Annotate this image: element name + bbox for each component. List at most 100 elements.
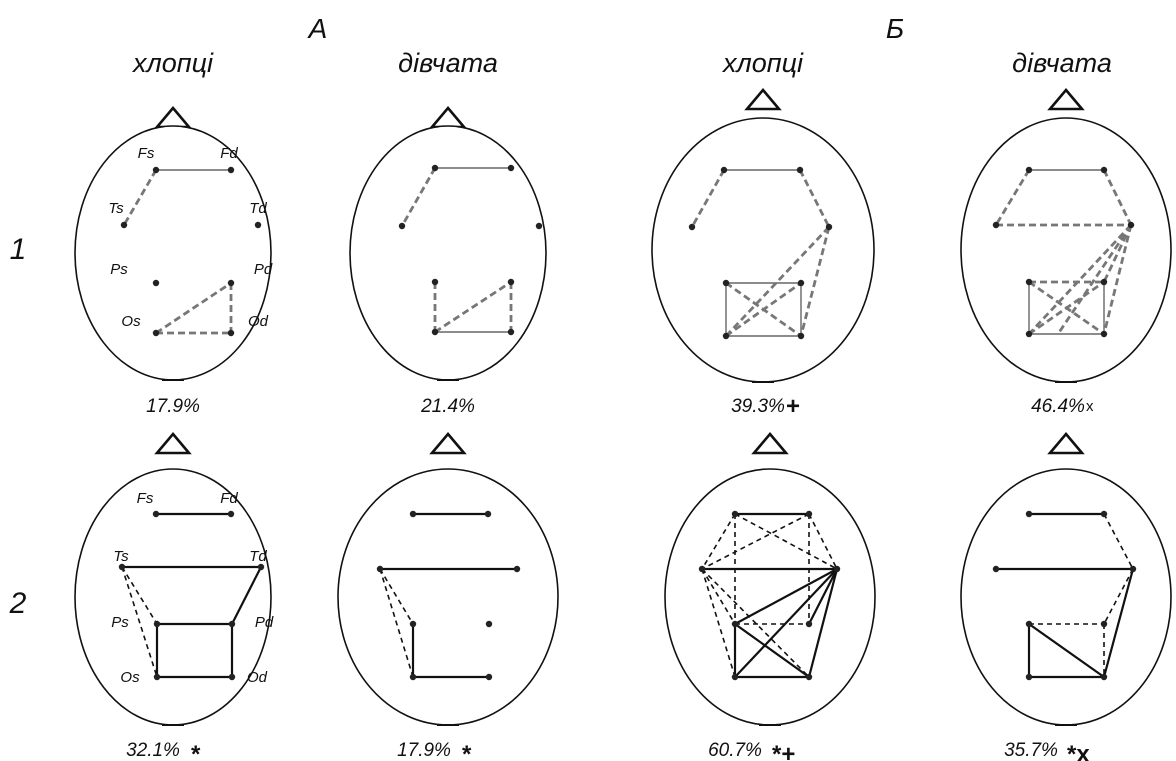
electrode-td [254, 221, 262, 229]
electrode-od [797, 332, 805, 340]
connection-solid [808, 568, 838, 625]
connection-dashed [701, 513, 736, 570]
electrode-td [833, 565, 841, 573]
electrode-td [257, 563, 265, 571]
connection-solid [1028, 623, 1105, 678]
electrode-fs [409, 510, 417, 518]
electrode-pd [227, 279, 235, 287]
nose-marker [154, 431, 192, 455]
connection-dashed [121, 566, 158, 678]
nose-marker [751, 431, 789, 455]
significance-mark-a-girls-2: * [462, 741, 472, 761]
electrode-os [1025, 673, 1033, 681]
electrode-fd [805, 510, 813, 518]
electrode-os [409, 673, 417, 681]
electrode-fd [484, 510, 492, 518]
column-title-b-girls: дівчата [1012, 48, 1112, 78]
electrode-os [152, 329, 160, 337]
connection-dashed [1103, 513, 1134, 570]
electrode-td [825, 223, 833, 231]
electrode-label-td: Td [249, 548, 267, 565]
connection-dashed [734, 513, 838, 570]
connection-dashed [701, 568, 736, 625]
electrode-od [1100, 673, 1108, 681]
electrode-pd [1100, 620, 1108, 628]
nose-marker [744, 87, 782, 111]
head-map-a-girls-1 [349, 105, 547, 381]
connection-solid [231, 566, 262, 625]
head-map-a-boys-1: Fs Fd Ts Td Ps Pd Os Od [74, 105, 273, 381]
electrode-pd [485, 620, 493, 628]
electrode-ps [1025, 620, 1033, 628]
electrode-os [153, 673, 161, 681]
connection-solid [734, 623, 810, 678]
connection-dashed [400, 167, 437, 227]
electrode-label-ts: Ts [108, 200, 124, 217]
electrode-ts [992, 221, 1000, 229]
head-outline [960, 468, 1172, 726]
electrode-label-ts: Ts [113, 548, 129, 565]
connection-dashed [1102, 224, 1133, 335]
connection-solid [807, 568, 839, 678]
electrode-td [1129, 565, 1137, 573]
nose-marker [1047, 431, 1085, 455]
electrode-fd [1100, 510, 1108, 518]
electrode-label-od: Od [247, 669, 268, 686]
column-title-b-boys: хлопці [721, 48, 804, 78]
connection-dashed [1103, 568, 1134, 625]
electrode-label-ps: Ps [111, 614, 129, 631]
electrode-pd [228, 620, 236, 628]
electrode-label-os: Os [121, 313, 141, 330]
connection-dashed [155, 281, 232, 335]
electrode-od [805, 673, 813, 681]
electrode-td [535, 222, 543, 230]
electrode-label-fs: Fs [138, 145, 155, 162]
significance-mark-b-boys-2: *+ [772, 741, 795, 761]
head-map-b-girls-2 [960, 431, 1172, 726]
electrode-ts [398, 222, 406, 230]
electrode-od [485, 673, 493, 681]
electrode-ts [992, 565, 1000, 573]
percent-b-girls-1: 46.4% [1031, 396, 1085, 417]
electrode-label-ps: Ps [110, 261, 128, 278]
head-outline [74, 468, 272, 726]
electrode-label-fs: Fs [137, 490, 154, 507]
significance-mark-b-boys-1: + [786, 393, 800, 420]
electrode-fs [720, 166, 728, 174]
nose-marker [429, 105, 467, 129]
electrode-ps [431, 278, 439, 286]
electrode-os [722, 332, 730, 340]
head-map-b-boys-1 [651, 87, 875, 383]
percent-a-boys-1: 17.9% [146, 396, 200, 417]
electrode-fd [507, 164, 515, 172]
electrode-fd [227, 510, 235, 518]
nose-marker [429, 431, 467, 455]
percent-b-girls-2: 35.7% [1004, 740, 1058, 761]
connection-dashed [701, 568, 736, 678]
connection-dashed [724, 226, 831, 337]
connection-solid [734, 568, 838, 625]
electrode-ps [152, 279, 160, 287]
electrode-ts [688, 223, 696, 231]
electrode-fs [1025, 166, 1033, 174]
connection-dashed [701, 513, 810, 570]
connection-solid [1102, 568, 1135, 678]
head-outline [664, 468, 876, 726]
electrode-label-od: Od [248, 313, 269, 330]
connection-dashed [1027, 224, 1133, 335]
electrode-od [228, 673, 236, 681]
electrode-label-td: Td [249, 200, 267, 217]
percent-a-boys-2: 32.1% [126, 740, 180, 761]
electrode-ps [409, 620, 417, 628]
row-number-1: 1 [10, 233, 27, 266]
connection-dashed [379, 568, 414, 678]
nose-marker [154, 105, 192, 129]
electrode-fd [1100, 166, 1108, 174]
electrode-label-fd: Fd [220, 490, 238, 507]
group-label-b: Б [886, 13, 904, 44]
electrode-pd [507, 278, 515, 286]
electrode-fs [1025, 510, 1033, 518]
head-map-a-boys-2: Fs Fd Ts Td Ps Pd Os Od [74, 431, 274, 726]
electrode-fd [227, 166, 235, 174]
